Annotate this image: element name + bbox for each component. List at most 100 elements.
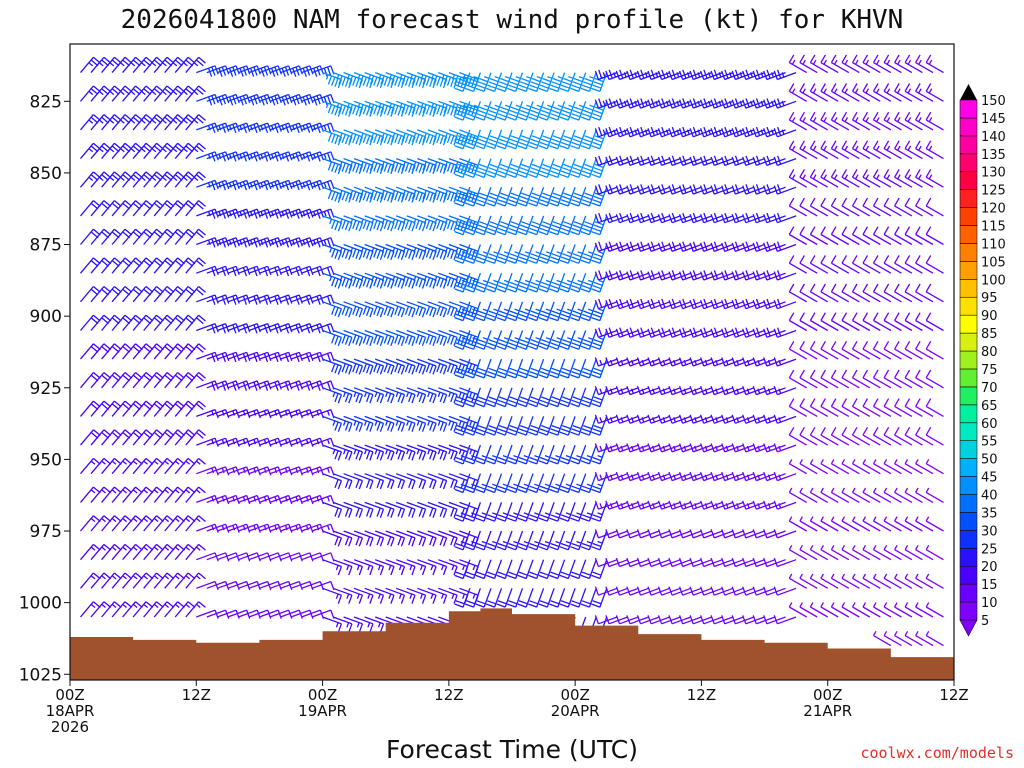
wind-barb [496,473,513,494]
colorbar-tick-label: 35 [981,506,998,521]
wind-barb [830,487,850,503]
wind-barb [343,616,364,633]
wind-barb [485,444,503,465]
wind-barb [343,272,364,289]
wind-barb [475,72,492,93]
wind-barb [841,312,860,332]
wind-barb [475,158,492,179]
wind-barb [528,502,545,522]
wind-barb [883,312,902,332]
colorbar-tick-label: 70 [981,381,998,396]
wind-barb [248,208,272,219]
wind-barb [851,226,871,246]
wind-barb [894,602,913,618]
wind-barb [517,387,534,408]
wind-barb [485,559,503,580]
wind-barb [438,473,458,490]
wind-barb [517,186,534,207]
wind-barb [322,215,343,232]
wind-barb [549,444,566,465]
wind-barb [851,516,871,532]
wind-barb [528,301,545,322]
wind-barb [538,387,555,408]
wind-barb [143,56,164,74]
wind-barb [185,543,206,561]
wind-barb [374,473,395,490]
wind-barb [809,487,829,503]
wind-barb [841,255,860,274]
wind-barb [475,272,492,293]
wind-barb [883,255,902,274]
wind-barb [217,93,240,106]
wind-barb [904,169,923,188]
wind-barb [122,56,143,74]
wind-barb [528,272,545,293]
wind-barb [883,426,902,446]
wind-barb [506,330,524,350]
credit-text[interactable]: coolwx.com/models [860,744,1014,762]
wind-barb [464,530,482,551]
wind-barb [773,327,797,338]
wind-barb [496,444,513,465]
wind-barb [788,111,808,131]
wind-barb [528,387,545,408]
wind-barb [164,85,185,102]
wind-barb [332,587,353,604]
colorbar-swatch [959,296,978,316]
wind-barb [496,244,513,264]
wind-barb [506,502,524,522]
wind-barb [788,602,808,618]
wind-barb [788,83,808,102]
colorbar-swatch [959,565,978,585]
wind-barb [773,155,797,167]
wind-barb [915,573,934,589]
wind-barb [454,588,471,608]
wind-barb [406,559,427,576]
wind-barb [417,272,437,289]
wind-barb [80,171,101,188]
wind-barb [830,255,850,274]
wind-barb [506,272,524,293]
wind-barb [496,416,513,436]
wind-barb [475,473,492,494]
wind-barb [322,329,343,347]
wind-barb [528,588,545,608]
wind-barb [894,169,913,188]
wind-barb [872,573,892,589]
wind-barb [894,283,913,303]
wind-barb [364,415,385,432]
wind-barb [773,385,797,396]
wind-barb [809,459,829,475]
wind-barb [904,197,923,217]
x-axis-label: Forecast Time (UTC) [386,735,638,764]
wind-barb [269,237,293,248]
wind-barb [385,530,406,547]
wind-barb [385,243,406,261]
wind-barb [538,158,555,179]
wind-barb [841,602,860,618]
wind-barb [904,544,923,561]
wind-barb [925,426,944,446]
wind-barb [454,215,471,236]
wind-barb [559,530,576,551]
wind-barb [570,530,587,551]
wind-barb [851,197,871,217]
wind-barb [206,122,230,134]
wind-barb [528,129,545,150]
wind-barb [851,426,871,446]
wind-barb [496,358,513,379]
wind-barb [353,616,374,633]
wind-barb [132,85,154,102]
wind-barb [475,444,492,465]
colorbar-tick-label: 65 [981,399,998,414]
wind-barb [894,340,913,360]
wind-barb [872,516,892,532]
y-tick-label: 875 [30,236,62,256]
wind-barb [528,530,545,551]
wind-barb [185,228,206,245]
wind-barb [164,56,185,74]
wind-barb [269,179,293,191]
wind-barb [799,197,818,217]
wind-barb [364,559,385,576]
wind-barb [464,559,482,580]
